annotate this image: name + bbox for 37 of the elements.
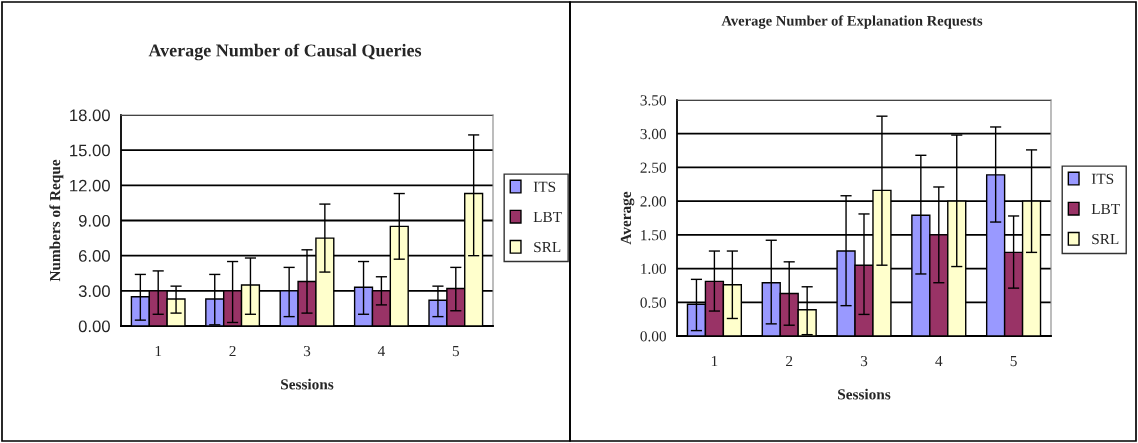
legend-label: SRL xyxy=(534,241,561,253)
x-tick-label: 2 xyxy=(229,345,236,357)
y-axis-title: Numbers of Reque xyxy=(49,159,64,282)
chart-title: Average Number of Explanation Requests xyxy=(721,15,983,29)
y-tick-label: 18.00 xyxy=(70,109,110,122)
y-tick-label: 0.00 xyxy=(78,320,110,333)
legend-label: SRL xyxy=(1092,233,1119,245)
y-tick-label: 2.00 xyxy=(640,196,666,207)
y-tick-label: 3.00 xyxy=(640,128,666,140)
y-tick-label: 9.00 xyxy=(78,214,110,227)
x-tick-label: 5 xyxy=(1010,356,1017,367)
legend-label: LBT xyxy=(533,211,562,222)
x-tick-label: 2 xyxy=(786,355,793,367)
x-tick-label: 1 xyxy=(155,345,162,357)
x-tick-label: 3 xyxy=(303,345,311,357)
legend-label: ITS xyxy=(1091,173,1114,184)
x-tick-label: 1 xyxy=(711,355,718,367)
y-tick-label: 6.00 xyxy=(78,250,110,262)
legend-label: LBT xyxy=(1091,203,1120,214)
y-axis-title: Average xyxy=(620,191,635,245)
y-tick-label: 12.00 xyxy=(70,179,110,192)
x-axis-title: Sessions xyxy=(281,378,334,390)
y-tick-label: 3.50 xyxy=(640,95,666,106)
y-tick-label: 1.50 xyxy=(641,230,666,241)
y-tick-label: 0.50 xyxy=(640,297,666,308)
chart-title: Average Number of Causal Queries xyxy=(148,43,422,61)
y-tick-label: 15.00 xyxy=(70,144,110,157)
y-tick-label: 2.50 xyxy=(640,162,666,173)
y-tick-label: 3.00 xyxy=(78,285,110,298)
x-tick-label: 4 xyxy=(377,345,385,357)
x-tick-label: 3 xyxy=(860,355,868,367)
x-tick-label: 4 xyxy=(935,355,943,367)
legend-label: ITS xyxy=(533,181,556,192)
y-tick-label: 0.00 xyxy=(640,331,666,342)
x-axis-title: Sessions xyxy=(838,388,891,400)
y-tick-label: 1.00 xyxy=(641,263,666,275)
x-tick-label: 5 xyxy=(452,346,460,357)
